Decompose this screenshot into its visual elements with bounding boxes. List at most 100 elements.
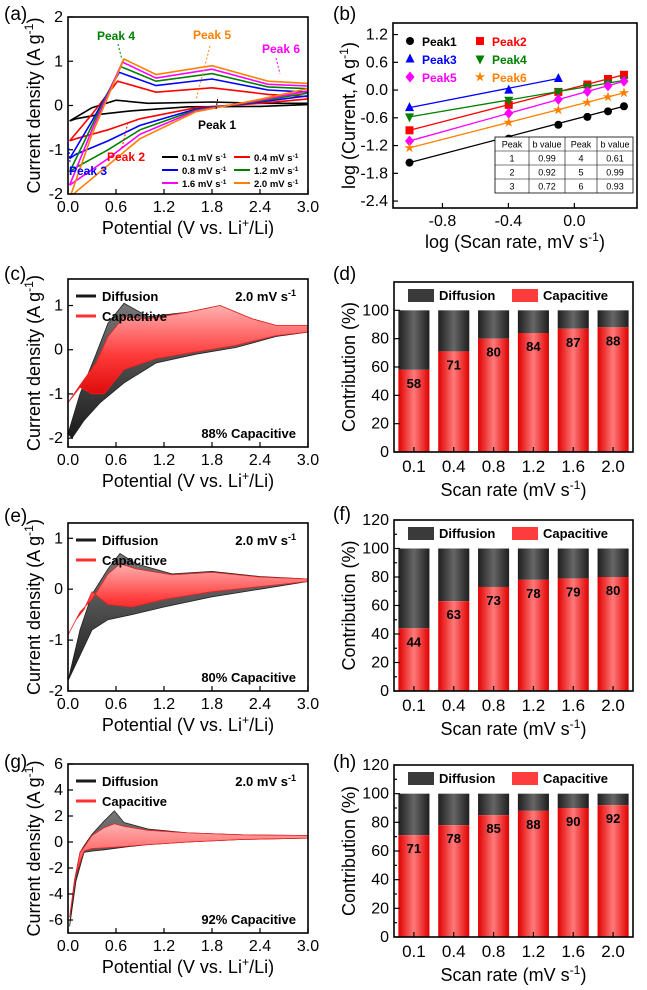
panel-g-ytick-label: 0 bbox=[54, 834, 63, 851]
panel-b-xtick-label: -0.4 bbox=[495, 213, 523, 230]
panel-c-ylabel-part: -1 bbox=[22, 281, 36, 292]
panel-f-bar-diffusion bbox=[557, 548, 589, 579]
panel-g-xlabel: Potential (V vs. Li+/Li) bbox=[102, 955, 274, 977]
panel-f-xtick-label: 1.2 bbox=[522, 696, 546, 715]
panel-a-xtick-label: 3.0 bbox=[297, 199, 319, 216]
panel-d-xlabel-part: Scan rate (mV s bbox=[441, 480, 570, 500]
panel-d-frame bbox=[393, 281, 634, 453]
panel-d-xlabel-part: ) bbox=[580, 480, 586, 500]
panel-e-scan-rate-part: 2.0 mV s bbox=[235, 533, 288, 548]
panel-d-bar-diffusion bbox=[557, 310, 589, 329]
panel-b-point bbox=[405, 158, 414, 167]
panel-a-legend-label: 1.6 mV s-1 bbox=[182, 179, 227, 191]
panel-f-ytick-label: 40 bbox=[371, 626, 389, 643]
panel-b-point bbox=[404, 113, 414, 123]
panel-f-ytick-label: 120 bbox=[362, 512, 389, 529]
panel-a-annotation-arrow bbox=[275, 57, 281, 75]
panel-d-ytick-label: 100 bbox=[362, 302, 389, 319]
panel-f-bar-capacitive bbox=[517, 579, 549, 691]
panel-a-legend-label-part: -1 bbox=[293, 166, 299, 173]
panel-b-ytick-label: -1.2 bbox=[360, 138, 388, 155]
panel-b-fit-line bbox=[409, 77, 559, 109]
panel-h-bar-label: 78 bbox=[447, 831, 461, 846]
panel-g-legend-label: Capacitive bbox=[102, 794, 167, 809]
panel-h-bar-capacitive bbox=[478, 815, 510, 937]
panel-g-capacitive-area bbox=[69, 823, 308, 918]
panel-d-xlabel: Scan rate (mV s-1) bbox=[441, 478, 587, 500]
panel-h-bar-capacitive bbox=[438, 825, 470, 937]
panel-a-annotation-arrow bbox=[117, 43, 123, 61]
panel-e-xtick-label: 0.0 bbox=[57, 696, 79, 713]
panel-a-ytick-label: -2 bbox=[49, 186, 63, 203]
panel-c-panel-label: (c) bbox=[4, 264, 26, 285]
panel-a-cv-curve bbox=[68, 65, 308, 173]
panel-f-bar-capacitive bbox=[438, 601, 470, 691]
panel-d-bar-label: 84 bbox=[526, 339, 541, 354]
panel-b-point bbox=[553, 88, 563, 98]
panel-h-bar-label: 85 bbox=[486, 821, 500, 836]
panel-b-legend-label: Peak5 bbox=[422, 71, 457, 85]
panel-e-xtick-label: 3.0 bbox=[297, 696, 319, 713]
panel-b-table-cell: 0.93 bbox=[606, 182, 624, 192]
panel-b-point bbox=[619, 75, 629, 87]
panel-h-bar-label: 71 bbox=[407, 841, 421, 856]
panel-f-legend-swatch-diffusion bbox=[408, 527, 434, 540]
panel-b-table-cell: 5 bbox=[578, 168, 583, 178]
panel-a-cv-curve bbox=[69, 99, 308, 122]
panel-e-ylabel-part: -1 bbox=[22, 525, 36, 536]
panel-e-ylabel-part: ) bbox=[24, 519, 44, 525]
panel-b-xtick-label: -0.8 bbox=[429, 213, 457, 230]
panel-h-legend-label: Capacitive bbox=[543, 771, 608, 786]
panel-g-xtick-label: 1.8 bbox=[201, 938, 223, 955]
panel-b-point bbox=[582, 97, 593, 107]
panel-c-ylabel-part: ) bbox=[24, 275, 44, 281]
panel-f-xlabel: Scan rate (mV s-1) bbox=[441, 717, 587, 739]
panel-e-ytick-label: -1 bbox=[49, 632, 63, 649]
panel-h-xlabel-part: Scan rate (mV s bbox=[441, 965, 570, 985]
panel-c-xlabel-part: /Li) bbox=[249, 471, 274, 491]
panel-d-bar-diffusion bbox=[438, 310, 470, 352]
panel-f-bar-diffusion bbox=[597, 548, 629, 577]
panel-a-cv-curve bbox=[70, 57, 308, 194]
panel-g-xtick-label: 0.0 bbox=[57, 938, 79, 955]
panel-e-capacitive-area bbox=[68, 563, 308, 636]
panel-a-xtick-label: 2.4 bbox=[249, 199, 271, 216]
panel-h-xlabel: Scan rate (mV s-1) bbox=[441, 963, 587, 985]
panel-b-legend-label: Peak1 bbox=[422, 35, 457, 49]
panel-g-ylabel: Current density (A g-1) bbox=[22, 761, 44, 937]
panel-f-bar-label: 63 bbox=[447, 607, 461, 622]
panel-g-ytick-label: 4 bbox=[54, 782, 63, 799]
panel-h-legend-label: Diffusion bbox=[439, 771, 495, 786]
panel-h-ytick-label: 40 bbox=[371, 872, 389, 889]
panel-b-legend-label: Peak6 bbox=[492, 71, 527, 85]
panel-g-legend-label: Diffusion bbox=[102, 774, 158, 789]
panel-c-ylabel: Current density (A g-1) bbox=[22, 275, 44, 451]
panel-d-bar-label: 88 bbox=[606, 333, 620, 348]
panel-a-legend-label: 0.1 mV s-1 bbox=[182, 153, 227, 165]
panel-b-xlabel: log (Scan rate, mV s-1) bbox=[425, 230, 605, 252]
panel-f-bar-label: 44 bbox=[407, 634, 422, 649]
panel-c-xlabel-part: + bbox=[242, 469, 249, 483]
panel-a-panel-label: (a) bbox=[4, 4, 27, 25]
panel-h-ytick-label: 100 bbox=[362, 786, 389, 803]
panel-h-bar-capacitive bbox=[597, 805, 629, 937]
panel-a-xlabel-part: /Li) bbox=[249, 218, 274, 238]
panel-f-xtick-label: 0.1 bbox=[402, 696, 426, 715]
panel-e-xtick-label: 0.6 bbox=[105, 696, 127, 713]
panel-e-ylabel-part: Current density (A g bbox=[24, 536, 44, 695]
panel-b-point bbox=[553, 104, 564, 115]
panel-g-ytick-label: -2 bbox=[49, 860, 63, 877]
panel-b-point bbox=[404, 102, 414, 112]
panel-b-ytick-label: -2.4 bbox=[360, 193, 388, 210]
panel-f-legend-label: Diffusion bbox=[439, 526, 495, 541]
panel-d-ytick-label: 60 bbox=[371, 359, 389, 376]
panel-a-legend-label-part: -1 bbox=[293, 153, 299, 160]
panel-b-table-cell: b value bbox=[532, 140, 561, 150]
panel-h-bar-capacitive bbox=[398, 835, 430, 937]
panel-h-ytick-label: 120 bbox=[362, 757, 389, 774]
panel-d-bar-label: 80 bbox=[486, 345, 500, 360]
panel-g-xtick-label: 3.0 bbox=[297, 938, 319, 955]
panel-b-xlabel-part: ) bbox=[599, 232, 605, 252]
panel-b-legend-marker bbox=[406, 37, 414, 45]
